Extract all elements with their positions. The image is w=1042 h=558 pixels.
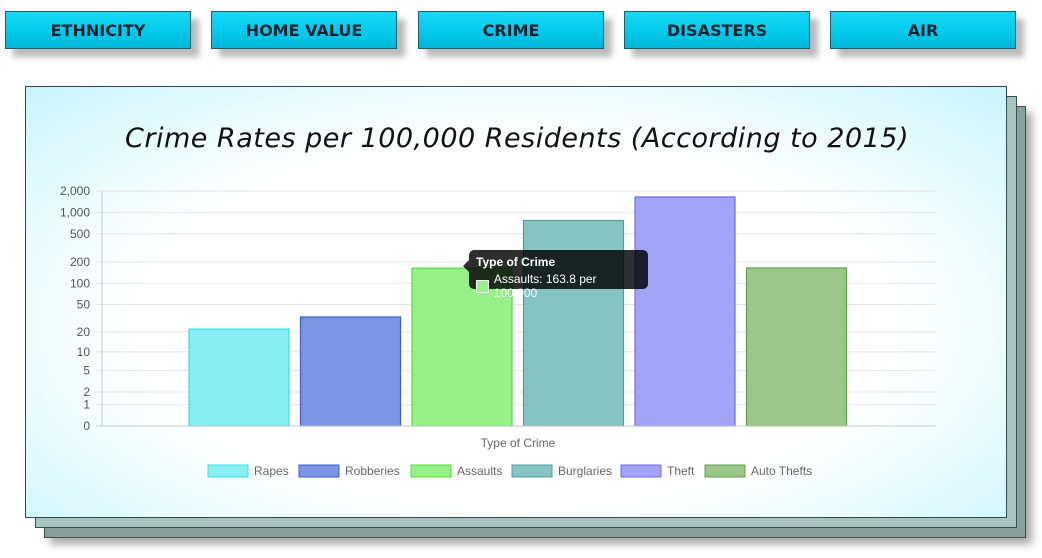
axes <box>96 191 936 427</box>
y-tick-label: 50 <box>77 297 91 311</box>
legend-swatch <box>704 464 746 478</box>
tooltip-row: Assaults: 163.8 per 100,000 <box>476 272 641 300</box>
chart-tooltip: Type of Crime Assaults: 163.8 per 100,00… <box>463 250 648 300</box>
y-axis-ticks: 0 12 5 10 20 50 100 200 500 1,000 2,000 <box>60 184 90 433</box>
y-tick-label: 100 <box>70 276 90 290</box>
y-tick-label: 5 <box>83 364 90 378</box>
nav-button-crime[interactable]: CRIME <box>418 11 604 49</box>
y-tick-label: 20 <box>77 325 91 339</box>
legend-label: Theft <box>667 464 695 478</box>
nav-button-home-value[interactable]: HOME VALUE <box>211 11 397 49</box>
y-tick-label: 2 <box>83 385 90 399</box>
legend-label: Assaults <box>457 464 502 478</box>
y-tick-label: 2,000 <box>60 184 90 198</box>
tooltip-swatch <box>476 279 489 293</box>
legend-swatch <box>620 464 662 478</box>
chart-card: Crime Rates per 100,000 Residents (Accor… <box>25 86 1007 518</box>
tooltip-text: Assaults: 163.8 per 100,000 <box>493 272 597 300</box>
bar-auto-thefts <box>745 267 848 427</box>
tooltip-title: Type of Crime <box>476 255 556 269</box>
y-tick-label: 0 <box>83 419 90 433</box>
legend-swatch <box>410 464 452 478</box>
y-tick-label: 500 <box>70 227 90 241</box>
chart-title: Crime Rates per 100,000 Residents (Accor… <box>124 123 910 154</box>
nav-button-air[interactable]: AIR <box>830 11 1016 49</box>
legend-swatch <box>298 464 340 478</box>
y-tick-label: 1,000 <box>60 205 90 219</box>
bar-rapes <box>188 328 290 427</box>
legend: Rapes Robberies Assaults Burglaries Theft Aut… <box>207 464 812 478</box>
legend-label: Robberies <box>345 464 400 478</box>
y-tick-label: 1 <box>83 398 90 412</box>
top-nav: ETHNICITY HOME VALUE CRIME DISASTERS AIR <box>0 0 1042 70</box>
nav-button-disasters[interactable]: DISASTERS <box>624 11 810 49</box>
bar-theft <box>634 196 736 427</box>
legend-label: Auto Thefts <box>751 464 812 478</box>
bar-chart: 0 12 5 10 20 50 100 200 500 1,000 2,000 Type of Cr… <box>60 184 936 478</box>
y-tick-label: 200 <box>70 255 90 269</box>
legend-label: Rapes <box>254 464 289 478</box>
legend-label: Burglaries <box>558 464 612 478</box>
legend-swatch <box>207 464 249 478</box>
nav-button-ethnicity[interactable]: ETHNICITY <box>5 11 191 49</box>
x-axis-label: Type of Crime <box>481 436 556 450</box>
legend-swatch <box>511 464 553 478</box>
y-tick-label: 10 <box>77 345 91 359</box>
bar-robberies <box>299 316 402 427</box>
